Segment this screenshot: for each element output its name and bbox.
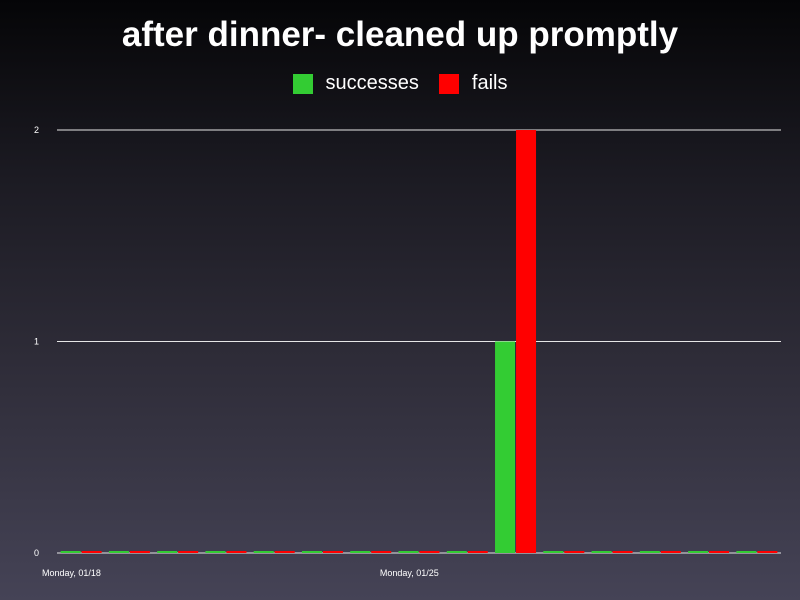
bar-fails-8 <box>467 551 488 553</box>
bar-fails-12 <box>660 551 681 553</box>
bar-successes-11 <box>591 551 612 553</box>
y-tick-label-2: 2 <box>34 125 39 135</box>
bar-successes-6 <box>350 551 371 553</box>
bar-fails-6 <box>371 551 392 553</box>
bar-successes-14 <box>736 551 757 553</box>
legend-item-fails: fails <box>438 72 508 95</box>
x-tick-labels: Monday, 01/18 Monday, 01/25 <box>42 568 439 578</box>
x-tick-label-7: Monday, 01/25 <box>380 568 439 578</box>
bar-fails-5 <box>322 551 343 553</box>
chart-legend: successes fails <box>0 72 800 95</box>
bar-successes-4 <box>253 551 274 553</box>
legend-label-successes: successes <box>325 72 419 94</box>
chart-title: after dinner- cleaned up promptly <box>121 15 679 54</box>
bar-successes-13 <box>688 551 709 553</box>
bar-fails-3 <box>226 551 247 553</box>
bar-fails-11 <box>612 551 633 553</box>
bar-fails-14 <box>757 551 778 553</box>
bar-fails-2 <box>178 551 199 553</box>
legend-label-fails: fails <box>471 72 508 94</box>
bar-successes-8 <box>446 551 467 553</box>
bar-fails-0 <box>81 551 102 553</box>
bar-fails-1 <box>129 551 150 553</box>
bar-successes-10 <box>543 551 564 553</box>
y-tick-labels: 0 1 2 <box>34 125 39 558</box>
bar-fails-9 <box>516 130 537 553</box>
bar-successes-7 <box>398 551 419 553</box>
legend-swatch-successes <box>292 73 313 94</box>
y-tick-label-1: 1 <box>34 337 39 347</box>
bar-successes-1 <box>108 551 129 553</box>
bar-fails-13 <box>709 551 730 553</box>
x-tick-label-0: Monday, 01/18 <box>42 568 101 578</box>
legend-item-successes: successes <box>292 72 419 95</box>
grid-layer <box>57 129 781 554</box>
bar-fails-10 <box>564 551 585 553</box>
y-tick-label-0: 0 <box>34 548 39 558</box>
bar-successes-0 <box>60 551 81 553</box>
bar-successes-2 <box>157 551 178 553</box>
bar-fails-7 <box>419 551 440 553</box>
bar-layer <box>60 130 778 553</box>
bar-successes-9 <box>495 341 516 553</box>
legend-swatch-fails <box>438 73 459 94</box>
bar-successes-5 <box>301 551 322 553</box>
bar-successes-12 <box>639 551 660 553</box>
bar-fails-4 <box>274 551 295 553</box>
bar-successes-3 <box>205 551 226 553</box>
